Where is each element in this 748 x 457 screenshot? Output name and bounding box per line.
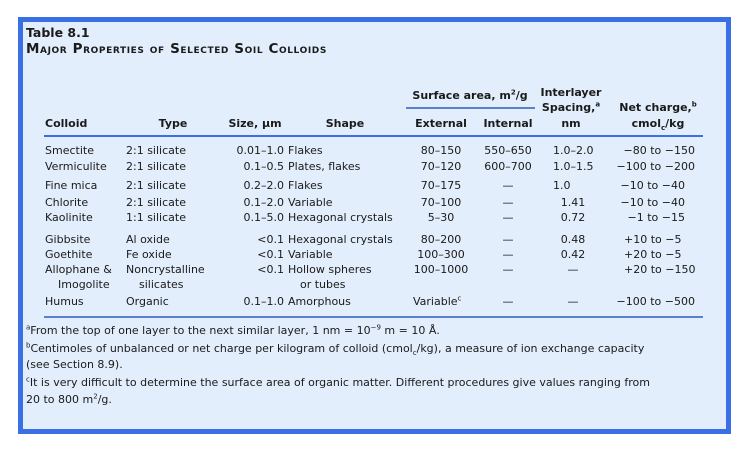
header-internal: Internal: [483, 117, 533, 130]
cell-charge: +10 to −5: [624, 233, 682, 246]
cell-external: 80–150: [420, 144, 462, 157]
cell-shape: Plates, flakes: [288, 160, 361, 173]
cell-size: <0.1: [257, 233, 284, 246]
cell-size: <0.1: [257, 263, 284, 276]
cell-size: 0.1–1.0: [243, 295, 285, 308]
cell-internal: —: [502, 263, 514, 276]
cell-colloid: Chlorite: [45, 196, 89, 209]
cell-shape: Amorphous: [288, 295, 351, 308]
cell-type: 2:1 silicate: [126, 144, 186, 157]
cell-colloid: Kaolinite: [45, 211, 93, 224]
cell-type-line2: silicates: [139, 278, 184, 291]
footnote-b-line2: (see Section 8.9).: [26, 358, 123, 371]
cell-internal: 600–700: [484, 160, 532, 173]
cell-size: 0.1–5.0: [243, 211, 285, 224]
cell-internal: —: [502, 295, 514, 308]
cell-internal: —: [502, 196, 514, 209]
cell-shape: Variable: [288, 248, 333, 261]
surface-area-rule: [406, 107, 535, 109]
cell-charge: −80 to −150: [623, 144, 695, 157]
header-net-charge: Net charge,b: [619, 100, 697, 114]
footer-rule: [44, 316, 703, 318]
footnote-a: aFrom the top of one layer to the next s…: [26, 323, 440, 337]
header-interlayer-2: Spacing,a: [541, 100, 601, 114]
cell-spacing: 1.0: [553, 179, 571, 192]
cell-charge: −100 to −200: [616, 160, 695, 173]
cell-type: 1:1 silicate: [126, 211, 186, 224]
footnote-c: cIt is very difficult to determine the s…: [26, 375, 650, 389]
table-frame: [18, 17, 731, 434]
cell-external: 70–175: [420, 179, 462, 192]
cell-shape: Flakes: [288, 144, 323, 157]
header-shape: Shape: [325, 117, 365, 130]
header-type: Type: [158, 117, 188, 130]
footnote-b: bCentimoles of unbalanced or net charge …: [26, 341, 645, 358]
cell-internal: —: [502, 211, 514, 224]
cell-spacing: 1.0–1.5: [553, 160, 594, 173]
header-size: Size, µm: [228, 117, 282, 130]
cell-charge: −100 to −500: [616, 295, 695, 308]
cell-internal: —: [502, 248, 514, 261]
cell-size: 0.1–2.0: [243, 196, 285, 209]
cell-external: 100–1000: [413, 263, 469, 276]
cell-charge: +20 to −5: [624, 248, 682, 261]
cell-external: 80–200: [420, 233, 462, 246]
header-rule: [44, 135, 703, 137]
cell-colloid: Allophane &: [45, 263, 112, 276]
cell-charge: +20 to −150: [624, 263, 696, 276]
cell-size: 0.2–2.0: [243, 179, 285, 192]
cell-type: Al oxide: [126, 233, 170, 246]
cell-charge: −1 to −15: [627, 211, 685, 224]
header-external: External: [415, 117, 467, 130]
cell-type: 2:1 silicate: [126, 160, 186, 173]
cell-external: 70–120: [420, 160, 462, 173]
cell-shape: Hexagonal crystals: [288, 233, 393, 246]
cell-type: 2:1 silicate: [126, 196, 186, 209]
cell-shape: Hexagonal crystals: [288, 211, 393, 224]
cell-colloid: Gibbsite: [45, 233, 91, 246]
header-colloid: Colloid: [45, 117, 88, 130]
cell-shape: Variable: [288, 196, 333, 209]
cell-internal: —: [502, 233, 514, 246]
cell-colloid: Fine mica: [45, 179, 98, 192]
header-interlayer-unit: nm: [561, 117, 581, 130]
cell-external: 70–100: [420, 196, 462, 209]
cell-internal: —: [502, 179, 514, 192]
cell-spacing: —: [567, 263, 579, 276]
cell-type: Organic: [126, 295, 169, 308]
cell-spacing: 0.42: [560, 248, 586, 261]
cell-colloid-line2: Imogolite: [58, 278, 110, 291]
cell-size: 0.01–1.0: [236, 144, 285, 157]
cell-external: Variablec: [413, 294, 462, 308]
cell-spacing: 0.72: [560, 211, 586, 224]
cell-colloid: Smectite: [45, 144, 94, 157]
cell-charge: −10 to −40: [620, 179, 685, 192]
footnote-c-line2: 20 to 800 m2/g.: [26, 392, 112, 406]
cell-spacing: 0.48: [560, 233, 586, 246]
cell-spacing: 1.41: [560, 196, 586, 209]
cell-spacing: —: [567, 295, 579, 308]
cell-type: Fe oxide: [126, 248, 172, 261]
cell-type: 2:1 silicate: [126, 179, 186, 192]
cell-type: Noncrystalline: [126, 263, 205, 276]
header-surface-area: Surface area, m2/g: [412, 88, 528, 102]
cell-size: <0.1: [257, 248, 284, 261]
cell-colloid: Vermiculite: [45, 160, 107, 173]
table-title: Major Properties of Selected Soil Colloi…: [26, 41, 327, 57]
cell-charge: −10 to −40: [620, 196, 685, 209]
header-net-charge-unit: cmolc/kg: [631, 117, 685, 133]
header-interlayer-1: Interlayer: [540, 86, 602, 99]
cell-internal: 550–650: [484, 144, 532, 157]
table-number: Table 8.1: [26, 25, 90, 40]
cell-colloid: Goethite: [45, 248, 93, 261]
cell-colloid: Humus: [45, 295, 84, 308]
cell-shape: Flakes: [288, 179, 323, 192]
cell-external: 5–30: [427, 211, 455, 224]
cell-shape: Hollow spheres: [288, 263, 372, 276]
cell-spacing: 1.0–2.0: [553, 144, 594, 157]
cell-external: 100–300: [417, 248, 465, 261]
cell-shape-line2: or tubes: [300, 278, 346, 291]
cell-size: 0.1–0.5: [243, 160, 285, 173]
